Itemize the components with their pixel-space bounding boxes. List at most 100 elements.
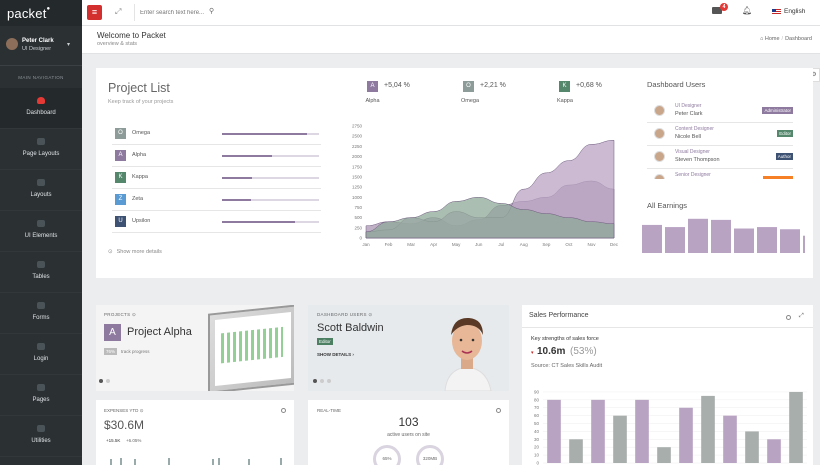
x-tick-label: Sep <box>542 242 551 247</box>
project-name[interactable]: Project Alpha <box>127 326 192 338</box>
sales-bar <box>569 439 583 463</box>
user-row[interactable]: Content Designer Nicole Bell Editor <box>647 123 793 146</box>
role-tag: Author <box>775 153 793 160</box>
breadcrumb-home[interactable]: Home <box>764 36 780 42</box>
y-tick-label: 1000 <box>352 195 363 200</box>
project-badge: O <box>115 128 126 139</box>
expenses-sparkbars <box>110 458 282 465</box>
users-tag: DASHBOARD USERS ⊙ <box>317 312 373 317</box>
x-tick-label: May <box>452 242 461 247</box>
options-icon[interactable] <box>281 408 286 413</box>
y-tick-label: 60 <box>534 413 540 418</box>
sidebar-item-layouts[interactable]: Layouts <box>0 170 82 211</box>
carousel-dots[interactable] <box>313 375 334 385</box>
sidebar-item-page-layouts[interactable]: Page Layouts <box>0 129 82 170</box>
memory-ring: 320MB <box>416 445 444 465</box>
user-name: Peter Clark <box>22 38 54 44</box>
mail-icon[interactable] <box>712 7 722 14</box>
active-user-count: 103 <box>398 415 419 429</box>
x-tick-label: Apr <box>430 242 438 247</box>
role-tag: Editor <box>777 130 793 137</box>
sidebar: packet● Peter Clark UI Designer ▾ MAIN N… <box>0 0 82 465</box>
user-profile[interactable]: Peter Clark UI Designer ▾ <box>0 26 82 66</box>
laptop-image <box>208 305 294 391</box>
elements-icon <box>37 220 45 227</box>
stat-badge: A <box>367 81 378 92</box>
sidebar-item-pages[interactable]: Pages <box>0 375 82 416</box>
project-badge: A <box>115 150 126 161</box>
sidebar-item-label: Dashboard <box>26 110 56 116</box>
show-details-link[interactable]: SHOW DETAILS › <box>317 352 354 357</box>
sidebar-item-label: Utilities <box>31 438 51 444</box>
arrow-down-icon: ▾ <box>531 350 534 356</box>
sidebar-item-dashboard[interactable]: Dashboard <box>0 88 82 129</box>
project-row[interactable]: Z Zeta <box>112 189 321 211</box>
project-row[interactable]: O Omega <box>112 123 321 145</box>
area-series <box>365 197 615 239</box>
user-row[interactable]: Visual Designer Steven Thompson Author <box>647 146 793 169</box>
expand-icon[interactable]: ⤢ <box>799 313 804 319</box>
options-icon[interactable] <box>786 315 791 320</box>
table-icon <box>37 261 45 268</box>
carousel-dots[interactable] <box>99 375 113 385</box>
stat-value: +5,04 % <box>384 82 410 89</box>
user-role: Content Designer <box>675 126 714 132</box>
sidebar-item-utilities[interactable]: Utilities <box>0 416 82 457</box>
sidebar-item-label: Login <box>33 356 49 362</box>
user-row[interactable]: Senior Designer <box>647 169 793 179</box>
expenses-card: EXPENSES YTD ⊙ $30.6M +15.5K +6.05% <box>96 400 294 465</box>
project-list-title: Project List <box>108 81 170 95</box>
circle-icon: ⊙ <box>108 249 113 255</box>
y-tick-label: 250 <box>354 225 362 230</box>
brand-logo[interactable]: packet● <box>0 0 82 26</box>
user-role: UI Designer <box>22 46 52 52</box>
sidebar-item-label: UI Elements <box>24 233 58 239</box>
menu-button[interactable]: ≡ <box>87 5 102 20</box>
stat-alpha: A +5,04 % Alpha <box>365 81 457 111</box>
user-card-name: Scott Baldwin <box>317 322 384 334</box>
pages-icon <box>37 384 45 391</box>
sidebar-item-login[interactable]: Login <box>0 334 82 375</box>
bell-icon[interactable]: 🔔︎ <box>742 6 753 15</box>
x-tick-label: Feb <box>385 242 393 247</box>
area-chart: 0 250 500 750 1000 1250 1500 1750 2000 2250 2500 27… <box>352 124 619 247</box>
progress-track <box>222 177 319 179</box>
sidebar-item-label: Forms <box>32 315 50 321</box>
earnings-bar <box>803 235 805 253</box>
project-name: Alpha <box>132 152 147 158</box>
sidebar-item-label: Layouts <box>30 192 52 198</box>
role-tag <box>763 176 793 179</box>
show-more-link[interactable]: ⊙ Show more details <box>108 249 166 255</box>
y-tick-label: 70 <box>534 405 540 410</box>
project-row[interactable]: U Upsilon <box>112 211 321 233</box>
sidebar-item-tables[interactable]: Tables <box>0 252 82 293</box>
search-input[interactable] <box>134 4 274 21</box>
y-tick-label: 10 <box>534 453 540 458</box>
dashboard-users-title: Dashboard Users <box>647 80 706 89</box>
expand-icon[interactable]: ⤢ <box>115 7 122 16</box>
progress-track <box>222 199 319 201</box>
chevron-down-icon[interactable]: ▾ <box>67 42 71 48</box>
project-row[interactable]: K Kappa <box>112 167 321 189</box>
expenses-delta: +15.5K <box>106 438 121 443</box>
sidebar-item-ui-elements[interactable]: UI Elements <box>0 211 82 252</box>
language-select[interactable]: English <box>784 8 806 15</box>
stat-label: Omega <box>461 98 480 104</box>
stat-label: Kappa <box>557 98 573 104</box>
overview-card: Project List Keep track of your projects… <box>96 68 813 278</box>
sales-bar-chart: 0 10 20 30 40 50 60 70 80 90 <box>534 389 807 465</box>
project-row[interactable]: A Alpha <box>112 145 321 167</box>
avatar <box>654 151 665 162</box>
sales-bar <box>591 399 605 463</box>
options-icon[interactable] <box>496 408 501 413</box>
flag-icon[interactable] <box>772 9 781 15</box>
user-row[interactable]: UI Designer Peter Clark Administrator <box>647 100 793 123</box>
earnings-bar-chart <box>642 218 805 253</box>
sales-bar <box>657 447 671 463</box>
search-icon[interactable]: ⚲ <box>209 8 215 15</box>
y-tick-label: 2250 <box>352 144 363 149</box>
y-tick-label: 0 <box>536 461 539 465</box>
x-tick-label: Aug <box>520 242 529 247</box>
y-tick-label: 40 <box>534 429 540 434</box>
sidebar-item-forms[interactable]: Forms <box>0 293 82 334</box>
